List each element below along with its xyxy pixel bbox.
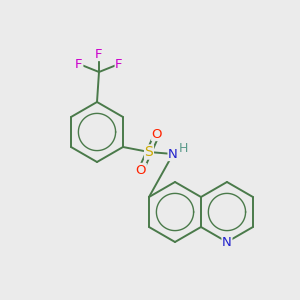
Text: S: S (145, 145, 153, 159)
Text: F: F (95, 47, 103, 61)
Text: N: N (222, 236, 232, 248)
Text: F: F (75, 58, 83, 70)
Text: H: H (178, 142, 188, 154)
Text: N: N (168, 148, 178, 160)
Text: O: O (136, 164, 146, 176)
Text: F: F (115, 58, 123, 70)
Text: O: O (152, 128, 162, 140)
